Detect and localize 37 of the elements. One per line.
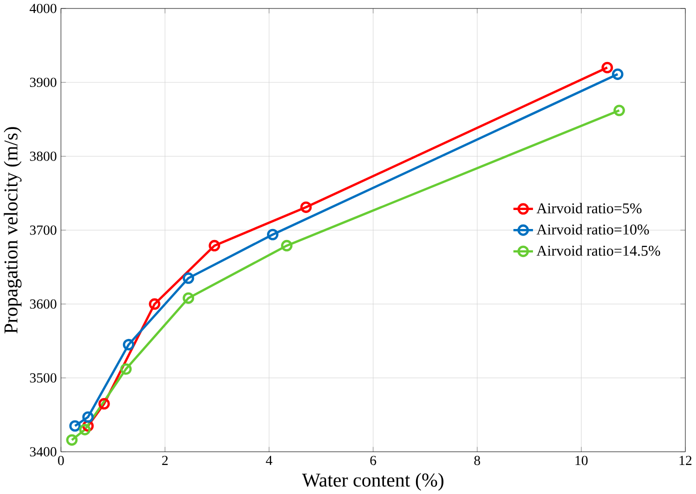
point bbox=[98, 398, 110, 410]
point bbox=[79, 424, 91, 436]
y-axis-title: Propagation velocity (m/s) bbox=[4, 126, 22, 334]
y-tick-label: 3900 bbox=[30, 77, 56, 87]
x-tick-label: 8 bbox=[474, 456, 480, 465]
point bbox=[614, 104, 625, 116]
point bbox=[82, 420, 94, 432]
point bbox=[120, 363, 132, 375]
x-tick-label: 2 bbox=[162, 456, 168, 465]
y-tick-label: 3700 bbox=[30, 225, 56, 235]
legend-label: Airvoid ratio=14.5% bbox=[536, 245, 660, 256]
point bbox=[612, 68, 624, 80]
x-tick-label: 4 bbox=[266, 456, 272, 465]
point bbox=[182, 292, 194, 304]
point bbox=[300, 201, 312, 213]
y-tick-label: 3800 bbox=[30, 151, 56, 161]
y-tick-label: 3600 bbox=[30, 299, 56, 308]
x-tick-label: 0 bbox=[58, 456, 64, 465]
x-tick-label: 12 bbox=[680, 456, 692, 465]
point bbox=[69, 420, 81, 432]
legend-label: Airvoid ratio=10% bbox=[536, 224, 649, 234]
point bbox=[182, 272, 194, 284]
point bbox=[208, 240, 220, 252]
point bbox=[602, 62, 613, 74]
x-tick-label: 6 bbox=[370, 456, 376, 465]
x-tick-label: 10 bbox=[576, 456, 588, 465]
point bbox=[66, 434, 78, 446]
point bbox=[148, 298, 160, 310]
point bbox=[266, 228, 278, 240]
point bbox=[122, 338, 134, 350]
y-tick-label: 3400 bbox=[30, 446, 56, 456]
x-axis-title: Water content (%) bbox=[302, 472, 444, 490]
point bbox=[281, 240, 292, 252]
y-tick-label: 4000 bbox=[30, 4, 56, 13]
y-tick-label: 3500 bbox=[30, 373, 56, 382]
legend-label: Airvoid ratio=5% bbox=[536, 202, 642, 214]
point bbox=[82, 411, 94, 423]
